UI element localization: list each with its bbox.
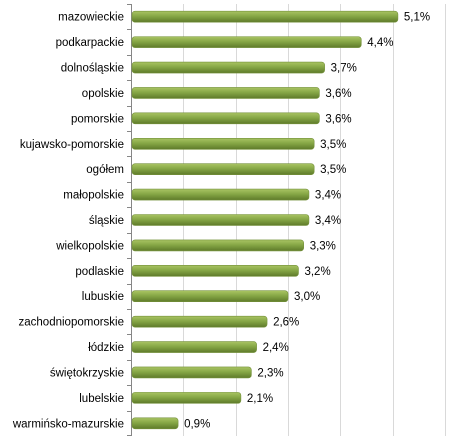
category-label: śląskie [89,215,124,227]
bar-16 [131,417,179,430]
bar-4 [131,112,320,125]
value-label: 2,1% [247,393,273,405]
value-label: 5,1% [404,12,430,24]
bar-5 [131,137,315,150]
category-label: lubelskie [79,393,124,405]
value-label: 3,4% [315,215,341,227]
category-label: zachodniopomorskie [19,317,124,329]
bar-6 [131,163,315,175]
value-label: 3,6% [325,88,351,100]
bar-8 [131,214,310,226]
bar-11 [131,290,289,303]
value-label: 3,7% [331,63,357,75]
bar-13 [131,341,257,353]
category-labels: mazowieckie podkarpackie dolnośląskie opols… [12,12,124,431]
category-label: kujawsko-pomorskie [20,139,124,151]
category-label: opolskie [82,88,124,100]
value-label: 4,4% [367,37,393,49]
category-label: warmińsko-mazurskie [12,418,124,430]
bar-10 [131,265,299,277]
value-label: 3,4% [315,190,341,202]
bar-2 [131,61,325,74]
bar-3 [131,87,320,99]
value-label: 3,5% [320,139,346,151]
value-label: 2,3% [257,367,283,379]
value-label: 3,3% [310,240,336,252]
bars [131,10,399,430]
category-label: ogółem [86,164,124,176]
bar-14 [131,366,252,379]
bar-1 [131,36,362,48]
category-label: pomorskie [71,113,124,125]
value-label: 3,6% [325,113,351,125]
category-label: dolnośląskie [61,63,124,75]
category-axis [127,4,132,436]
category-label: wielkopolskie [55,240,124,252]
bar-12 [131,315,268,328]
value-label: 0,9% [184,418,210,430]
category-label: lubuskie [82,291,124,303]
bar-7 [131,188,310,201]
bar-9 [131,239,304,252]
value-label: 3,0% [294,291,320,303]
bar-15 [131,392,242,404]
value-label: 3,2% [304,266,330,278]
category-label: świętokrzyskie [50,367,124,379]
value-label: 2,4% [263,342,289,354]
category-label: podlaskie [75,266,124,278]
category-label: mazowieckie [58,12,124,24]
value-labels: 5,1% 4,4% 3,7% 3,6% 3,6% 3,5% 3,5% 3,4% 3,4% 3,3%… [184,12,430,431]
category-label: łódzkie [88,342,124,354]
bar-0 [131,10,399,23]
category-label: małopolskie [63,190,124,202]
value-label: 2,6% [273,317,299,329]
value-label: 3,5% [320,164,346,176]
category-label: podkarpackie [56,37,124,49]
